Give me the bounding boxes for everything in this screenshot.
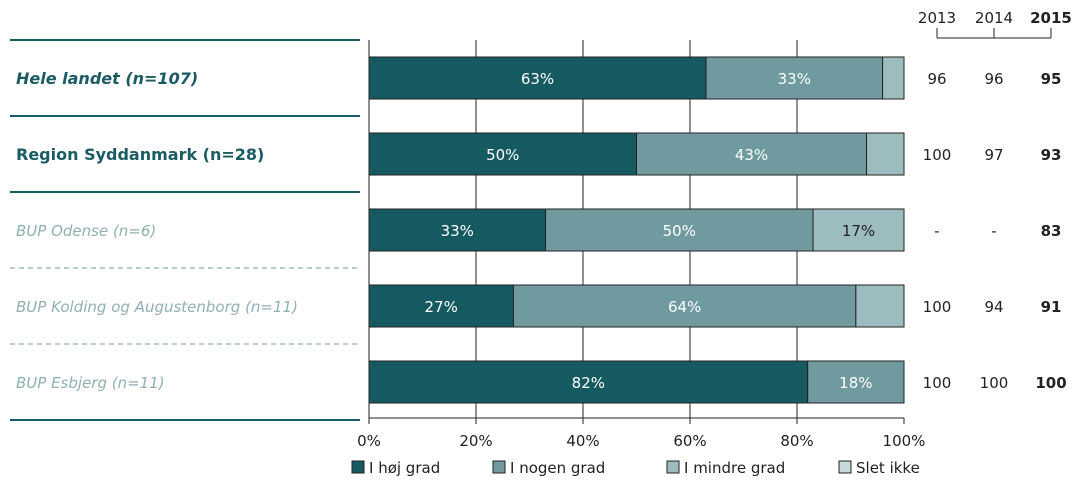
- legend-label: Slet ikke: [856, 459, 920, 477]
- bar-segment: [866, 132, 905, 176]
- x-tick-label: 80%: [780, 432, 813, 450]
- bar-segment: [855, 284, 905, 328]
- data-label: 27%: [425, 298, 458, 316]
- bar-segment: [807, 360, 905, 404]
- year-value: 91: [1041, 298, 1062, 316]
- bar-segment: [636, 132, 868, 176]
- year-value: 97: [984, 146, 1003, 164]
- legend-label: I mindre grad: [684, 459, 785, 477]
- year-value: 96: [984, 70, 1003, 88]
- legend-label: I nogen grad: [510, 459, 605, 477]
- year-value: 93: [1041, 146, 1062, 164]
- row-label: BUP Kolding og Augustenborg (n=11): [16, 298, 298, 316]
- bars: 63% 33% 50% 43% 33% 50% 17% 27% 64% 82% 18%: [368, 56, 905, 404]
- data-label: 33%: [441, 222, 474, 240]
- year-value: 94: [984, 298, 1003, 316]
- data-label: 63%: [521, 70, 554, 88]
- bar-segment: [812, 208, 905, 252]
- bar-segment: [705, 56, 884, 100]
- legend-swatch: [351, 460, 365, 474]
- data-label: 43%: [735, 146, 768, 164]
- year-value: 100: [923, 374, 952, 392]
- legend-swatch: [666, 460, 680, 474]
- year-value: 100: [923, 298, 952, 316]
- x-axis: 0% 20% 40% 60% 80% 100%: [357, 40, 925, 450]
- row-labels: Hele landet (n=107) Region Syddanmark (n=…: [16, 69, 298, 392]
- row-label: BUP Odense (n=6): [16, 222, 156, 240]
- legend-swatch: [838, 460, 852, 474]
- year-value: 100: [1035, 374, 1066, 392]
- x-tick-label: 0%: [357, 432, 381, 450]
- data-label: 82%: [572, 374, 605, 392]
- data-label: 33%: [778, 70, 811, 88]
- x-tick-label: 20%: [459, 432, 492, 450]
- year-header: 2014: [975, 9, 1013, 27]
- year-header: 2015: [1030, 9, 1072, 27]
- bar-segment: [368, 360, 809, 404]
- legend-label: I høj grad: [369, 459, 440, 477]
- x-tick-label: 40%: [566, 432, 599, 450]
- row-label: BUP Esbjerg (n=11): [16, 374, 165, 392]
- x-tick-label: 100%: [883, 432, 926, 450]
- row-separators: [10, 39, 360, 421]
- data-label: 17%: [842, 222, 875, 240]
- year-header: 2013: [918, 9, 956, 27]
- bar-segment: [368, 284, 514, 328]
- year-value: 100: [980, 374, 1009, 392]
- x-tick-label: 60%: [673, 432, 706, 450]
- bar-segment: [882, 56, 905, 100]
- year-value: -: [934, 222, 939, 240]
- data-label: 64%: [668, 298, 701, 316]
- year-value: -: [991, 222, 996, 240]
- bar-segment: [545, 208, 814, 252]
- legend-swatch: [492, 460, 506, 474]
- row-label: Region Syddanmark (n=28): [16, 145, 264, 164]
- year-value: 100: [923, 146, 952, 164]
- data-label: 50%: [663, 222, 696, 240]
- legend: I høj grad I nogen grad I mindre grad Slet …: [351, 459, 920, 477]
- data-label: 50%: [486, 146, 519, 164]
- row-label: Hele landet (n=107): [16, 69, 198, 88]
- year-value: 96: [927, 70, 946, 88]
- data-label: 18%: [839, 374, 872, 392]
- year-value: 83: [1041, 222, 1062, 240]
- bar-segment: [512, 284, 857, 328]
- year-columns: 2013 2014 2015 96 96 95 100 97 93 - - 83 100 94 91 100 1…: [918, 9, 1072, 392]
- year-value: 95: [1041, 70, 1062, 88]
